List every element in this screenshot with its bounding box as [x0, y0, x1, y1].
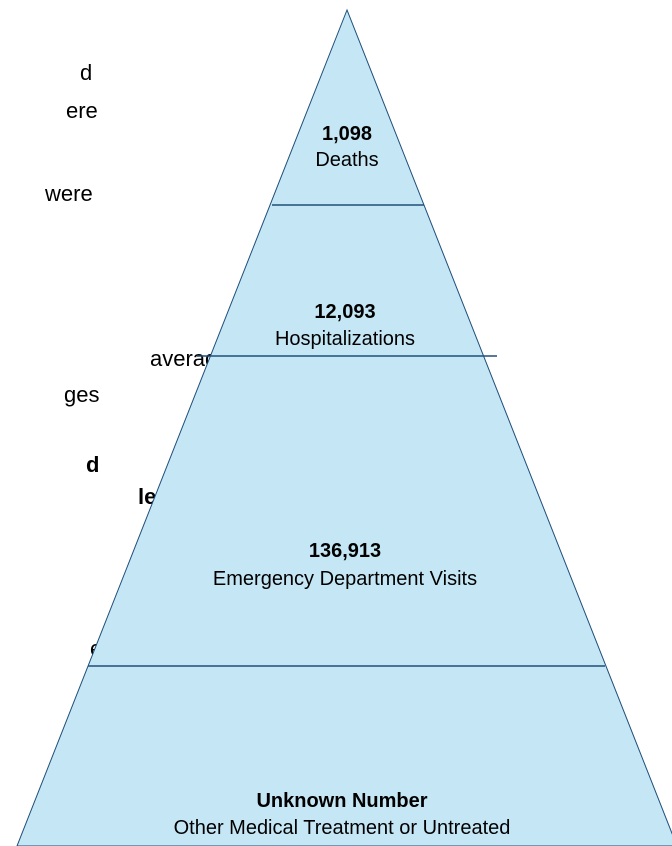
level-label: Emergency Department Visits [213, 568, 477, 590]
level-number: 136,913 [309, 540, 381, 562]
side-fragment: d [80, 60, 92, 85]
level-label: Other Medical Treatment or Untreated [174, 817, 511, 839]
side-fragment: ges [64, 382, 99, 407]
side-fragment: d [86, 452, 99, 477]
level-number: Unknown Number [256, 790, 427, 812]
level-label: Hospitalizations [275, 328, 415, 350]
side-fragment: ere [66, 98, 98, 123]
level-number: 1,098 [322, 123, 372, 145]
side-fragment: were [44, 181, 93, 206]
pyramid [16, 8, 672, 846]
level-number: 12,093 [314, 301, 375, 323]
level-label: Deaths [315, 149, 378, 171]
